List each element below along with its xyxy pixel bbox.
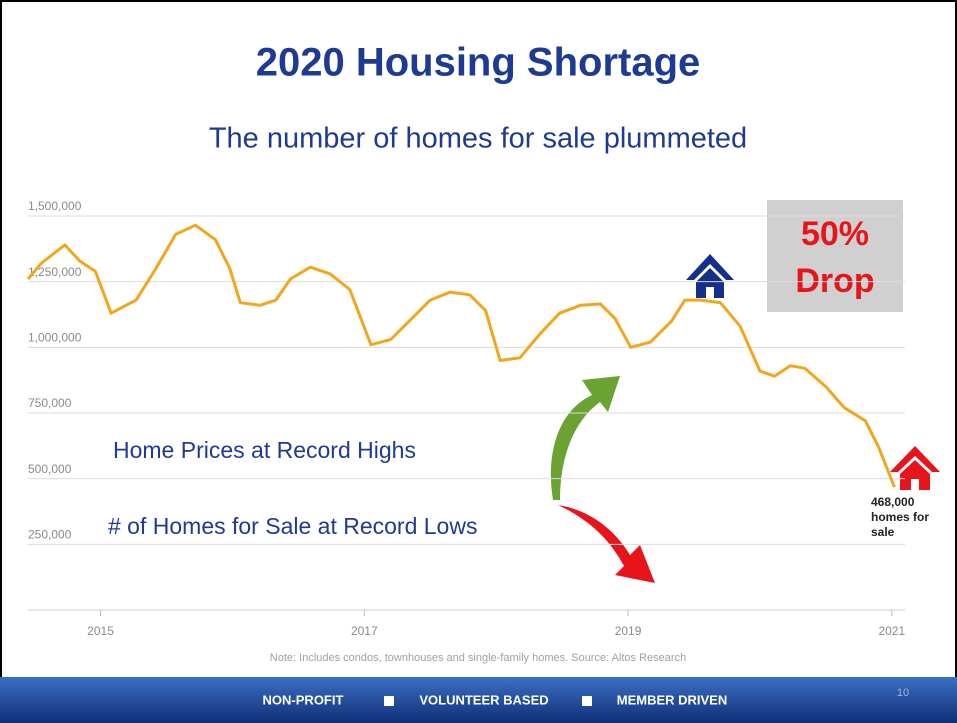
drop-text: Drop [795, 262, 874, 300]
y-tick-label: 1,000,000 [28, 331, 82, 345]
source-note: Note: Includes condos, townhouses and si… [270, 652, 686, 664]
end-label: sale [871, 525, 895, 539]
up-arrow [550, 376, 620, 500]
footer-bullet [384, 696, 394, 706]
prices-note: Home Prices at Record Highs [113, 437, 416, 463]
footer-bullet [582, 696, 592, 706]
drop-text: 50% [801, 215, 869, 253]
footer-item: NON-PROFIT [263, 692, 344, 707]
footer-item: VOLUNTEER BASED [419, 692, 548, 707]
lows-note: # of Homes for Sale at Record Lows [108, 513, 477, 539]
y-tick-label: 750,000 [28, 396, 72, 410]
x-tick-label: 2015 [87, 624, 114, 638]
end-label: homes for [871, 510, 929, 524]
end-label: 468,000 [871, 495, 915, 509]
red-house [890, 446, 940, 490]
x-tick-label: 2017 [351, 624, 378, 638]
y-tick-label: 1,500,000 [28, 199, 82, 213]
page-number: 10 [897, 687, 909, 699]
x-tick-label: 2021 [878, 624, 905, 638]
data-line [26, 223, 896, 488]
y-tick-label: 500,000 [28, 462, 72, 476]
y-tick-label: 1,250,000 [28, 265, 82, 279]
down-arrow [558, 505, 655, 583]
y-tick-label: 250,000 [28, 528, 72, 542]
footer-bar [0, 677, 957, 723]
title: 2020 Housing Shortage [256, 41, 701, 85]
drop-box [767, 200, 903, 312]
footer-item: MEMBER DRIVEN [617, 692, 728, 707]
subtitle: The number of homes for sale plummeted [209, 123, 747, 155]
blue-house [686, 254, 734, 298]
x-tick-label: 2019 [615, 624, 642, 638]
